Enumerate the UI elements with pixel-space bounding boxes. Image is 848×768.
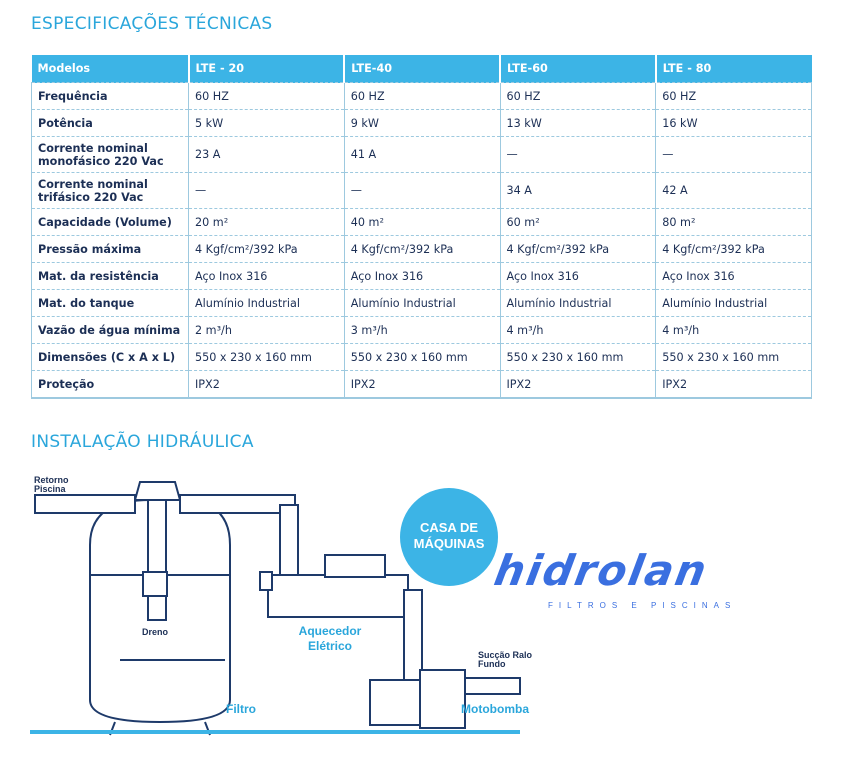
cell-value: 41 A [343,136,500,173]
specs-table: Modelos LTE - 20 LTE-40 LTE-60 LTE - 80 Freq… [31,55,812,399]
column-header: LTE - 80 [654,55,812,83]
cell-value: 60 HZ [188,82,345,110]
table-header-row: Modelos LTE - 20 LTE-40 LTE-60 LTE - 80 [31,55,812,83]
table-row: Pressão máxima 4 Kgf/cm²/392 kPa 4 Kgf/cm²… [31,235,812,263]
label-motobomba: Motobomba [461,702,529,716]
cell-value: 4 Kgf/cm²/392 kPa [499,235,656,263]
cell-value: 550 x 230 x 160 mm [188,343,345,371]
label-filtro: Filtro [226,702,256,716]
column-header: LTE-40 [343,55,500,83]
table-row: Mat. do tanque Alumínio Industrial Alumíni… [31,289,812,317]
cell-value: 40 m² [343,208,500,236]
table-row: Dimensões (C x A x L) 550 x 230 x 160 mm 5… [31,343,812,371]
cell-value: — [655,136,812,173]
column-header: LTE-60 [499,55,656,83]
row-label: Frequência [31,82,189,110]
cell-value: 60 m² [499,208,656,236]
cell-value: 80 m² [655,208,812,236]
cell-value: 60 HZ [343,82,500,110]
install-title: INSTALAÇÃO HIDRÁULICA [31,432,254,452]
row-label: Potência [31,109,189,137]
cell-value: 42 A [655,172,812,209]
cell-value: Aço Inox 316 [655,262,812,290]
label-aquecedor: Aquecedor Elétrico [298,624,362,653]
table-row: Capacidade (Volume) 20 m² 40 m² 60 m² 80 m² [31,208,812,236]
cell-value: 4 m³/h [499,316,656,344]
row-label: Mat. da resistência [31,262,189,290]
cell-value: 2 m³/h [188,316,345,344]
cell-value: 4 Kgf/cm²/392 kPa [655,235,812,263]
table-row: Frequência 60 HZ 60 HZ 60 HZ 60 HZ [31,82,812,110]
casa-badge-text: CASA DE MÁQUINAS [413,520,485,551]
cell-value: 34 A [499,172,656,209]
row-label: Vazão de água mínima [31,316,189,344]
label-retorno: Retorno Piscina [34,475,69,494]
label-dreno: Dreno [142,627,169,637]
cell-value: 5 kW [188,109,345,137]
cell-value: — [499,136,656,173]
cell-value: 20 m² [188,208,345,236]
row-label: Capacidade (Volume) [31,208,189,236]
row-label: Mat. do tanque [31,289,189,317]
hydraulic-diagram [30,481,521,736]
column-header: LTE - 20 [187,55,345,83]
cell-value: IPX2 [655,370,812,399]
row-label: Pressão máxima [31,235,189,263]
cell-value: 550 x 230 x 160 mm [343,343,500,371]
electric-heater [267,574,409,618]
casa-badge [400,488,498,586]
row-label: Corrente nominal trifásico 220 Vac [31,172,189,209]
multiport-valve [133,481,182,501]
cell-value: 60 HZ [655,82,812,110]
table-row: Corrente nominal trifásico 220 Vac — —34 A… [31,172,812,209]
cell-value: 550 x 230 x 160 mm [655,343,812,371]
table-row: Mat. da resistência Aço Inox 316 Aço Inox … [31,262,812,290]
cell-value: Alumínio Industrial [188,289,345,317]
logo-tagline: FILTROS E PISCINAS [548,601,737,610]
cell-value: Aço Inox 316 [343,262,500,290]
cell-value: IPX2 [343,370,500,399]
row-label: Proteção [31,370,189,399]
cell-value: — [188,172,345,209]
cell-value: IPX2 [499,370,656,399]
row-label: Dimensões (C x A x L) [31,343,189,371]
cell-value: Aço Inox 316 [188,262,345,290]
label-succao: Sucção Ralo Fundo [478,650,533,669]
cell-value: Alumínio Industrial [343,289,500,317]
pump [369,679,421,726]
cell-value: Alumínio Industrial [499,289,656,317]
cell-value: Aço Inox 316 [499,262,656,290]
row-label: Corrente nominal monofásico 220 Vac [31,136,189,173]
cell-value: 550 x 230 x 160 mm [499,343,656,371]
cell-value: 4 m³/h [655,316,812,344]
table-row: Proteção IPX2 IPX2 IPX2 IPX2 [31,370,812,399]
cell-value: 3 m³/h [343,316,500,344]
table-row: Potência 5 kW 9 kW 13 kW 16 kW [31,109,812,137]
table-row: Vazão de água mínima 2 m³/h 3 m³/h 4 m³/h 4 … [31,316,812,344]
cell-value: — [343,172,500,209]
column-header: Modelos [31,55,189,83]
cell-value: 4 Kgf/cm²/392 kPa [188,235,345,263]
specs-title: ESPECIFICAÇÕES TÉCNICAS [31,14,273,34]
cell-value: Alumínio Industrial [655,289,812,317]
cell-value: 60 HZ [499,82,656,110]
cell-value: 4 Kgf/cm²/392 kPa [343,235,500,263]
cell-value: IPX2 [188,370,345,399]
cell-value: 13 kW [499,109,656,137]
cell-value: 16 kW [655,109,812,137]
hidrolan-logo: hidrolan [490,546,712,595]
cell-value: 23 A [188,136,345,173]
cell-value: 9 kW [343,109,500,137]
